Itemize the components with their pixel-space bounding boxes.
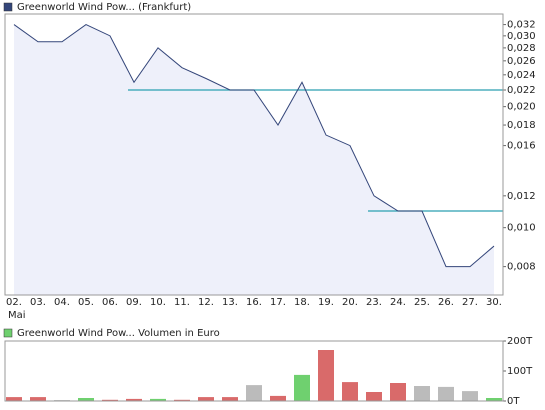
x-tick-label: 24. [390,297,406,308]
y-tick-label: 0,012 [507,191,536,202]
volume-bar [78,398,94,401]
legend-swatch [3,328,13,338]
y-tick-label: 0,030 [507,31,536,42]
legend-label: Greenworld Wind Pow... Volumen in Euro [17,328,220,339]
x-tick-label: 19. [318,297,334,308]
volume-bar [366,392,382,401]
legend-label: Greenworld Wind Pow... (Frankfurt) [17,2,191,13]
y-tick-label: 0,016 [507,141,536,152]
price-line [13,24,495,268]
x-tick-label: 02. [6,297,22,308]
x-tick-label: 17. [270,297,286,308]
y-tick-label: 100T [507,366,533,377]
volume-bar [174,399,190,401]
x-tick-label: 20. [342,297,358,308]
volume-bar [246,385,262,401]
x-tick-label: 13. [222,297,238,308]
x-tick-label: 27. [462,297,478,308]
x-tick-label: 10. [150,297,166,308]
x-tick-label: 18. [294,297,310,308]
x-tick-label: 12. [198,297,214,308]
y-tick-label: 0,028 [507,43,536,54]
volume-bar [486,398,502,401]
volume-bar [102,399,118,401]
y-tick-label: 0,008 [507,262,536,273]
x-tick-label: 11. [174,297,190,308]
x-tick-label: 09. [126,297,142,308]
y-tick-label: 0,032 [507,20,536,31]
volume-bar [222,397,238,401]
price-area [14,24,494,295]
y-tick-label: 0T [507,396,520,407]
volume-bar [294,374,310,401]
volume-bar [126,398,142,401]
legend-swatch [3,2,13,12]
x-tick-label: 06. [102,297,118,308]
volume-bar [390,383,406,401]
plot-border [4,13,504,296]
volume-bar [150,398,166,401]
volume-bar [318,350,334,401]
x-tick-label: 30. [486,297,502,308]
volume-bar [438,386,454,401]
x-tick-label: 25. [414,297,430,308]
y-tick-label: 0,024 [507,70,536,81]
x-tick-label: 04. [54,297,70,308]
y-tick-label: 0,022 [507,85,536,96]
x-tick-label: 16. [246,297,262,308]
y-tick-label: 0,026 [507,56,536,67]
volume-bar [414,386,430,401]
month-label: Mai [8,310,26,321]
volume-bar [462,391,478,401]
x-tick-label: 26. [438,297,454,308]
volume-bar [342,382,358,401]
volume-bar [198,397,214,401]
volume-bar [30,397,46,401]
y-tick-label: 0,020 [507,102,536,113]
x-tick-label: 23. [366,297,382,308]
volume-bar [6,397,22,401]
x-tick-label: 03. [30,297,46,308]
volume-bar [270,395,286,401]
y-tick-label: 0,010 [507,223,536,234]
y-tick-label: 200T [507,336,533,347]
x-tick-label: 05. [78,297,94,308]
y-tick-label: 0,018 [507,120,536,131]
plot-border [4,340,504,402]
